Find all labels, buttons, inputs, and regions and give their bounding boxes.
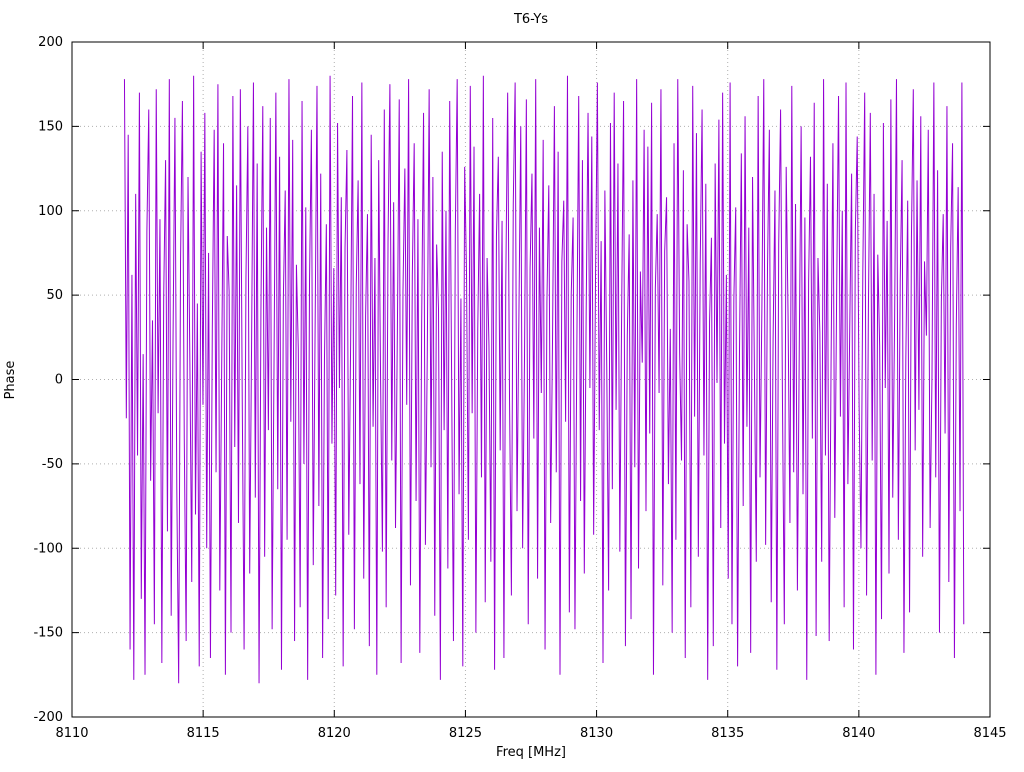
x-tick-label: 8135 bbox=[711, 726, 744, 741]
y-tick-label: 50 bbox=[46, 288, 63, 303]
y-tick-label: -150 bbox=[33, 626, 63, 641]
x-tick-label: 8140 bbox=[842, 726, 875, 741]
y-tick-label: 200 bbox=[38, 35, 63, 50]
x-tick-label: 8145 bbox=[973, 726, 1006, 741]
x-axis-label: Freq [MHz] bbox=[496, 745, 566, 760]
phase-line bbox=[123, 75, 965, 684]
series-layer bbox=[123, 75, 965, 684]
x-tick-label: 8120 bbox=[318, 726, 351, 741]
y-tick-label: -50 bbox=[42, 457, 63, 472]
x-tick-label: 8125 bbox=[449, 726, 482, 741]
y-tick-label: 150 bbox=[38, 119, 63, 134]
y-axis-label: Phase bbox=[3, 361, 18, 400]
x-tick-label: 8110 bbox=[55, 726, 88, 741]
chart-title: T6-Ys bbox=[513, 12, 548, 27]
y-tick-label: 0 bbox=[55, 373, 63, 388]
y-tick-label: -200 bbox=[33, 710, 63, 725]
tick-layer: 8110 8115 8120 8125 8130 8135 8140 8145 -200 -150… bbox=[33, 35, 1006, 741]
plot-border bbox=[71, 41, 991, 718]
y-tick-label: -100 bbox=[33, 541, 63, 556]
y-tick-label: 100 bbox=[38, 204, 63, 219]
x-tick-label: 8130 bbox=[580, 726, 613, 741]
x-tick-label: 8115 bbox=[187, 726, 220, 741]
